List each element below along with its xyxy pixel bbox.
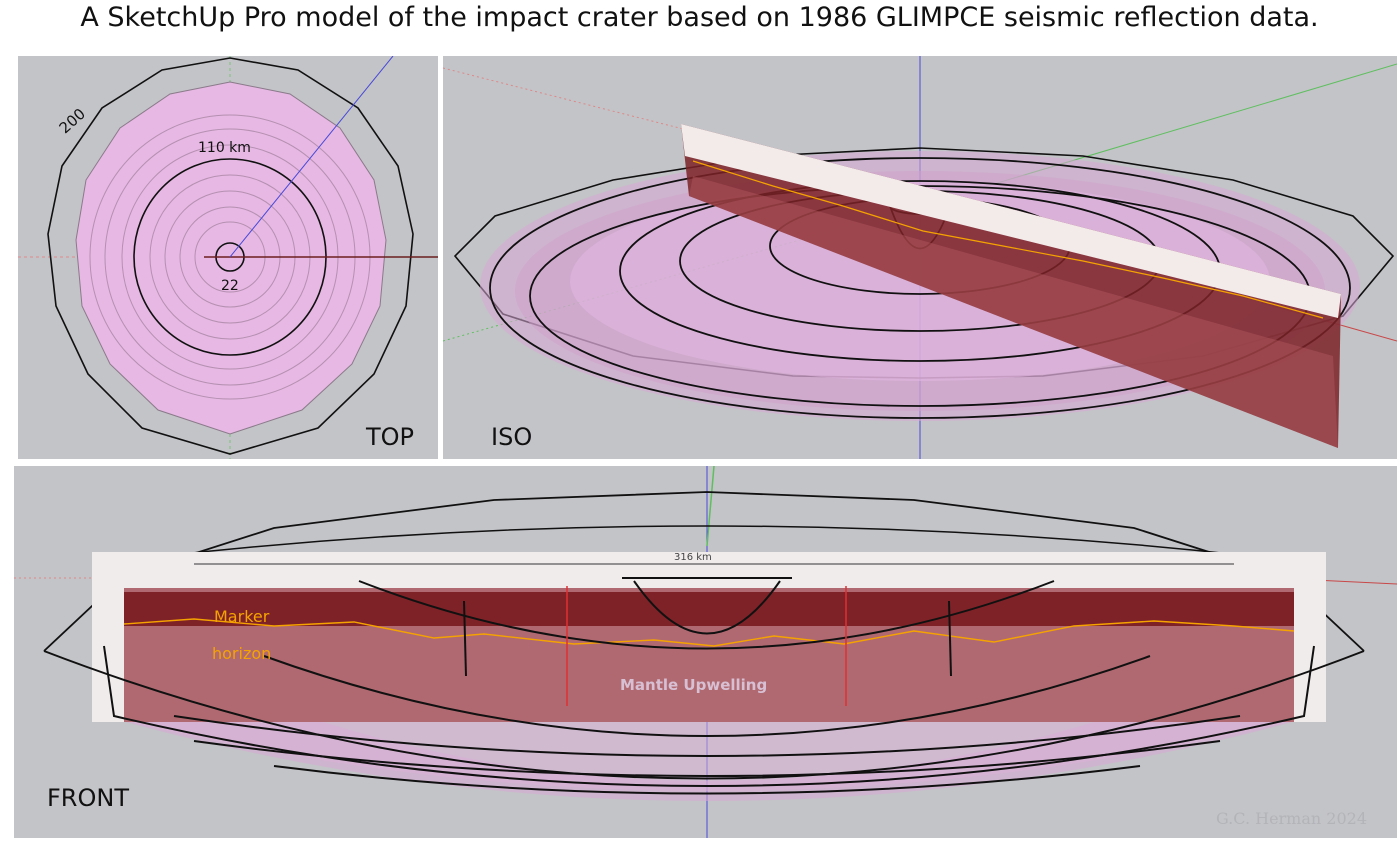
- marker-horizon-label-1: Marker: [214, 607, 270, 626]
- front-view-label: FRONT: [47, 784, 129, 812]
- top-view-panel: 200 110 km 22 TOP: [18, 56, 438, 459]
- iso-view-drawing: [443, 56, 1397, 459]
- iso-view-panel: ISO: [443, 56, 1397, 459]
- top-view-drawing: [18, 56, 438, 459]
- section-length-label: 316 km: [674, 552, 712, 563]
- inner-ring-label: 22: [221, 278, 239, 294]
- mantle-upwelling-label: Mantle Upwelling: [620, 676, 768, 694]
- outer-ring-200: [47, 57, 414, 455]
- front-view-panel: 316 km Mantle Upwelling Marker horizon F…: [14, 466, 1397, 838]
- figure-title: A SketchUp Pro model of the impact crate…: [80, 2, 1319, 33]
- author-credit: G.C. Herman 2024: [1215, 809, 1367, 828]
- marker-horizon-label-2: horizon: [212, 644, 272, 663]
- iso-view-label: ISO: [491, 423, 533, 451]
- front-view-drawing: [14, 466, 1397, 838]
- middle-ring-label: 110 km: [198, 140, 251, 156]
- top-view-label: TOP: [365, 423, 414, 451]
